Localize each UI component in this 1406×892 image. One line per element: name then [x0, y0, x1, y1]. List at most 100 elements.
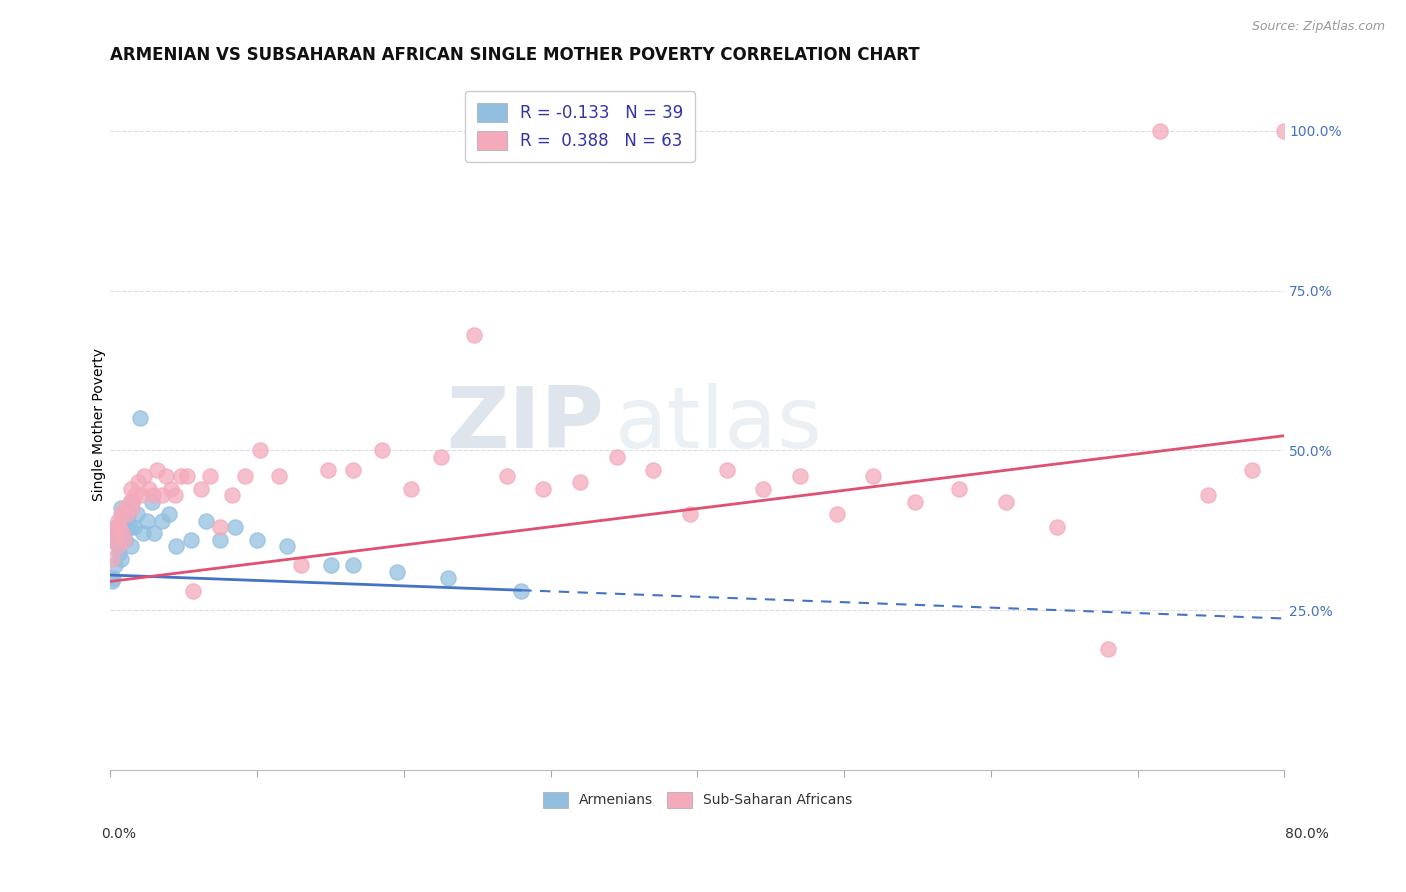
Point	[129, 488, 152, 502]
Text: 0.0%: 0.0%	[101, 827, 136, 841]
Point	[134, 469, 156, 483]
Point	[194, 514, 217, 528]
Point	[290, 558, 312, 573]
Point	[103, 533, 125, 547]
Legend: Armenians, Sub-Saharan Africans: Armenians, Sub-Saharan Africans	[536, 785, 859, 814]
Point	[319, 558, 342, 573]
Point	[110, 508, 132, 522]
Point	[269, 469, 291, 483]
Text: Source: ZipAtlas.com: Source: ZipAtlas.com	[1251, 20, 1385, 33]
Point	[342, 558, 364, 573]
Point	[209, 520, 232, 534]
Point	[110, 500, 132, 515]
Point	[948, 482, 970, 496]
Point	[862, 469, 884, 483]
Text: 80.0%: 80.0%	[1285, 827, 1329, 841]
Text: atlas: atlas	[616, 384, 823, 467]
Point	[115, 520, 138, 534]
Point	[463, 328, 485, 343]
Point	[200, 469, 222, 483]
Point	[1097, 641, 1119, 656]
Point	[316, 462, 339, 476]
Point	[180, 533, 202, 547]
Point	[103, 571, 125, 585]
Point	[150, 488, 173, 502]
Point	[105, 520, 128, 534]
Point	[121, 500, 143, 515]
Point	[679, 508, 702, 522]
Point	[163, 488, 186, 502]
Point	[110, 552, 132, 566]
Point	[385, 565, 408, 579]
Point	[118, 494, 141, 508]
Point	[127, 475, 149, 490]
Point	[115, 508, 138, 522]
Point	[136, 514, 159, 528]
Point	[120, 539, 142, 553]
Point	[107, 539, 129, 553]
Point	[157, 508, 180, 522]
Point	[101, 574, 124, 589]
Point	[276, 539, 298, 553]
Point	[128, 411, 150, 425]
Point	[143, 526, 166, 541]
Point	[399, 482, 422, 496]
Point	[104, 558, 127, 573]
Point	[111, 526, 134, 541]
Point	[224, 520, 246, 534]
Point	[510, 584, 533, 599]
Point	[1046, 520, 1069, 534]
Point	[209, 533, 232, 547]
Point	[150, 514, 173, 528]
Point	[1272, 124, 1295, 138]
Point	[114, 533, 136, 547]
Point	[181, 584, 204, 599]
Point	[112, 514, 135, 528]
Point	[111, 526, 134, 541]
Point	[789, 469, 811, 483]
Point	[994, 494, 1017, 508]
Point	[752, 482, 775, 496]
Point	[141, 494, 163, 508]
Point	[246, 533, 269, 547]
Point	[107, 514, 129, 528]
Point	[190, 482, 212, 496]
Point	[105, 520, 128, 534]
Point	[170, 469, 193, 483]
Point	[495, 469, 517, 483]
Point	[132, 526, 155, 541]
Point	[112, 533, 135, 547]
Text: ZIP: ZIP	[446, 384, 603, 467]
Point	[716, 462, 738, 476]
Point	[108, 520, 131, 534]
Point	[249, 443, 271, 458]
Point	[118, 520, 141, 534]
Point	[107, 539, 129, 553]
Point	[104, 533, 127, 547]
Point	[142, 488, 165, 502]
Point	[107, 526, 129, 541]
Point	[643, 462, 665, 476]
Point	[122, 520, 145, 534]
Point	[342, 462, 364, 476]
Point	[221, 488, 243, 502]
Point	[104, 526, 127, 541]
Point	[825, 508, 848, 522]
Point	[569, 475, 592, 490]
Point	[101, 552, 124, 566]
Point	[1197, 488, 1219, 502]
Point	[146, 462, 169, 476]
Point	[1149, 124, 1171, 138]
Text: ARMENIAN VS SUBSAHARAN AFRICAN SINGLE MOTHER POVERTY CORRELATION CHART: ARMENIAN VS SUBSAHARAN AFRICAN SINGLE MO…	[111, 46, 920, 64]
Point	[155, 469, 177, 483]
Point	[121, 494, 143, 508]
Point	[124, 488, 146, 502]
Point	[606, 450, 628, 464]
Point	[108, 546, 131, 560]
Point	[176, 469, 198, 483]
Point	[371, 443, 394, 458]
Point	[437, 571, 460, 585]
Point	[903, 494, 925, 508]
Y-axis label: Single Mother Poverty: Single Mother Poverty	[93, 349, 107, 501]
Point	[531, 482, 554, 496]
